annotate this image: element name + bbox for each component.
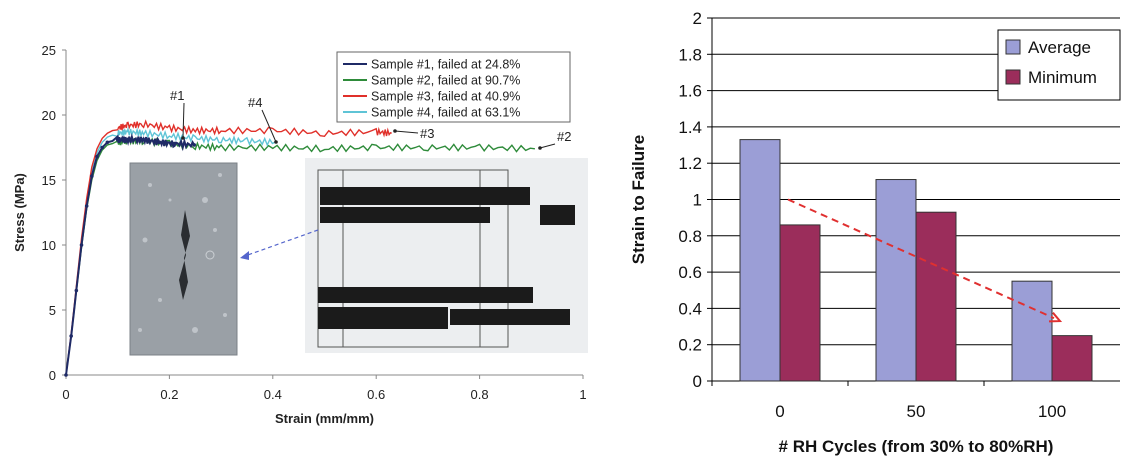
specimen-strip bbox=[540, 205, 575, 225]
micrograph-speckles bbox=[138, 173, 227, 333]
curve-tag: #2 bbox=[557, 129, 571, 144]
right-bars-group bbox=[739, 139, 1093, 382]
x-tick-label: 0.4 bbox=[264, 387, 282, 402]
y-tick-label: 5 bbox=[49, 303, 56, 318]
y-tick-label: 1.8 bbox=[678, 45, 702, 64]
curve-tag: #1 bbox=[170, 88, 184, 103]
curve-tag-pointer bbox=[261, 109, 277, 143]
micrograph-image bbox=[129, 162, 238, 356]
y-tick-label: 1.4 bbox=[678, 118, 702, 137]
legend-label: Average bbox=[1028, 38, 1091, 57]
series-point bbox=[141, 137, 146, 142]
bar-minimum-100 bbox=[1051, 335, 1093, 382]
series-point bbox=[95, 154, 99, 159]
series-point bbox=[192, 143, 197, 147]
y-tick-label: 1 bbox=[693, 191, 702, 210]
series-point bbox=[126, 137, 130, 142]
legend-label: Sample #4, failed at 63.1% bbox=[371, 106, 520, 120]
legend-label: Sample #2, failed at 90.7% bbox=[371, 74, 520, 88]
bar-average-0 bbox=[739, 139, 781, 382]
curve-tag-pointer bbox=[182, 102, 185, 139]
right-legend: Average Minimum bbox=[997, 29, 1121, 101]
series-point bbox=[64, 373, 68, 377]
x-tick-label: 100 bbox=[1038, 402, 1066, 421]
y-tick-label: 25 bbox=[42, 43, 56, 58]
y-tick-label: 10 bbox=[42, 238, 56, 253]
y-tick-label: 0 bbox=[49, 368, 56, 383]
bar-average-100 bbox=[1011, 280, 1053, 382]
y-tick-label: 0.4 bbox=[678, 299, 702, 318]
x-tick-label: 50 bbox=[907, 402, 926, 421]
legend-swatch bbox=[1005, 39, 1021, 55]
curve-tag: #3 bbox=[420, 126, 434, 141]
y-tick-label: 0 bbox=[693, 372, 702, 391]
series-point bbox=[115, 137, 120, 142]
series-line-sample-4 bbox=[65, 126, 278, 376]
trend-arrow-line bbox=[787, 198, 1055, 320]
y-axis-title: Stress (MPa) bbox=[12, 173, 27, 252]
legend-label: Sample #1, failed at 24.8% bbox=[371, 58, 520, 72]
specimen-frame bbox=[317, 169, 509, 348]
strain-to-failure-chart: 0 0.2 0.4 0.6 0.8 1 1.2 1.4 1.6 1.8 2 0 50 100 # RH Cy… bbox=[629, 9, 1121, 456]
series-point bbox=[172, 141, 177, 146]
trend-arrowhead bbox=[1048, 312, 1063, 323]
crack-shape bbox=[179, 210, 190, 300]
x-tick-label: 0.2 bbox=[160, 387, 178, 402]
inset-pointer-arrow bbox=[244, 229, 319, 257]
y-tick-label: 0.6 bbox=[678, 263, 702, 282]
curve-tag: #4 bbox=[248, 95, 262, 110]
curve-tag-arrowhead bbox=[274, 140, 278, 144]
x-tick-label: 1 bbox=[579, 387, 586, 402]
curve-tag-arrowhead bbox=[393, 129, 397, 133]
curve-tag-pointer bbox=[539, 143, 556, 149]
y-tick-label: 0.2 bbox=[678, 336, 702, 355]
legend-box bbox=[336, 51, 571, 123]
x-axis-title: Strain (mm/mm) bbox=[275, 411, 374, 426]
series-point bbox=[79, 243, 84, 247]
y-tick-label: 20 bbox=[42, 108, 56, 123]
inset-pointer-arrowhead bbox=[240, 251, 249, 260]
specimen-strip bbox=[318, 307, 448, 329]
left-axes: 0 5 10 15 20 25 0 0.2 0.4 0.6 0.8 1 Strain (mm/mm) St… bbox=[12, 43, 587, 426]
bar-average-50 bbox=[875, 179, 917, 382]
inset-photos bbox=[129, 158, 588, 356]
x-tick-label: 0 bbox=[62, 387, 69, 402]
specimen-strip bbox=[450, 309, 570, 325]
series-line-sample-3 bbox=[65, 119, 392, 376]
trend-arrow bbox=[787, 198, 1063, 323]
specimen-strip bbox=[318, 287, 533, 303]
series-point bbox=[157, 140, 161, 145]
curve-tag-arrowhead bbox=[181, 136, 185, 140]
series-point bbox=[90, 174, 94, 178]
x-tick-label: 0.8 bbox=[471, 387, 489, 402]
series-point bbox=[69, 334, 73, 338]
x-tick-label: 0 bbox=[775, 402, 784, 421]
specimen-strip bbox=[320, 187, 530, 205]
left-series-group bbox=[64, 119, 535, 377]
stress-strain-chart: 0 5 10 15 20 25 0 0.2 0.4 0.6 0.8 1 Strain (mm/mm) St… bbox=[12, 43, 588, 426]
bar-minimum-50 bbox=[915, 211, 957, 382]
bar-minimum-0 bbox=[779, 224, 821, 382]
y-tick-label: 15 bbox=[42, 173, 56, 188]
series-point bbox=[100, 145, 104, 150]
series-point bbox=[74, 288, 79, 293]
series-point bbox=[84, 204, 89, 208]
series-point bbox=[105, 140, 110, 145]
legend-label: Minimum bbox=[1028, 68, 1097, 87]
y-tick-label: 1.2 bbox=[678, 154, 702, 173]
curve-tag-pointer bbox=[394, 130, 419, 134]
y-tick-label: 0.8 bbox=[678, 227, 702, 246]
legend-swatch bbox=[1005, 69, 1021, 85]
left-legend: Sample #1, failed at 24.8% Sample #2, fai… bbox=[336, 51, 571, 123]
left-curve-tags: #1 #4 #3 #2 bbox=[170, 88, 571, 150]
curve-tag-arrowhead bbox=[538, 146, 542, 150]
specimen-strip bbox=[320, 207, 490, 223]
series-line-sample-1 bbox=[65, 133, 196, 376]
y-axis-title: Strain to Failure bbox=[629, 135, 648, 264]
legend-label: Sample #3, failed at 40.9% bbox=[371, 90, 520, 104]
x-axis-title: # RH Cycles (from 30% to 80%RH) bbox=[779, 437, 1054, 456]
y-tick-label: 2 bbox=[693, 9, 702, 28]
x-tick-label: 0.6 bbox=[367, 387, 385, 402]
y-tick-label: 1.6 bbox=[678, 82, 702, 101]
